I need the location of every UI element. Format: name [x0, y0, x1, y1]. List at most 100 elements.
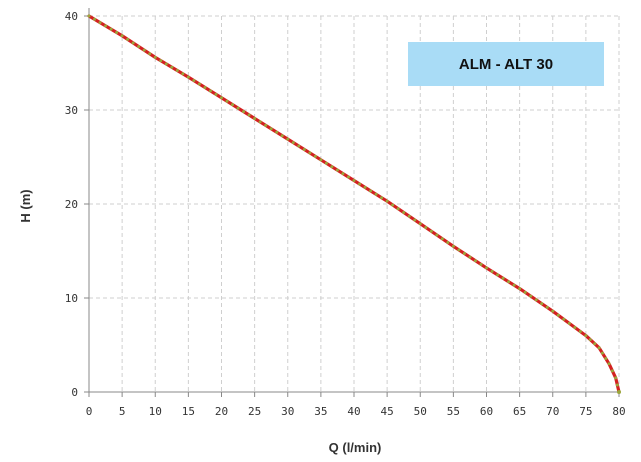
y-tick-label: 20 [65, 198, 78, 211]
series-point [236, 106, 240, 110]
series-point [518, 287, 522, 291]
series-point [87, 14, 91, 18]
series-point [545, 305, 549, 309]
series-point [131, 41, 135, 45]
series-point [269, 127, 273, 131]
series-point [109, 27, 113, 31]
series-point [181, 72, 185, 76]
series-point [584, 334, 588, 338]
x-tick-label: 25 [248, 405, 261, 418]
series-point [286, 137, 290, 141]
series-point [615, 383, 619, 387]
series-point [391, 203, 395, 207]
series-point [457, 248, 461, 252]
series-point [363, 185, 367, 189]
series-point [451, 244, 455, 248]
series-point [610, 369, 614, 373]
x-tick-label: 55 [447, 405, 460, 418]
series-point [186, 75, 190, 79]
series-point [153, 55, 157, 59]
series-point [440, 237, 444, 241]
x-tick-label: 45 [381, 405, 394, 418]
series-point [396, 207, 400, 211]
series-point [253, 116, 257, 120]
series-point [496, 273, 500, 277]
series-point [258, 120, 262, 124]
y-tick-label: 40 [65, 10, 78, 23]
series-point [402, 210, 406, 214]
series-point [418, 222, 422, 226]
series-point [501, 276, 505, 280]
series-point [462, 252, 466, 256]
series-point [588, 338, 592, 342]
series-point [137, 45, 141, 49]
series-point [346, 175, 350, 179]
series-point [597, 346, 601, 350]
series-point [115, 30, 119, 34]
series-point [335, 168, 339, 172]
x-tick-label: 35 [314, 405, 327, 418]
x-tick-label: 5 [119, 405, 126, 418]
y-tick-label: 30 [65, 104, 78, 117]
series-point [297, 144, 301, 148]
series-point [424, 226, 428, 229]
x-axis-title: Q (l/min) [329, 440, 382, 455]
x-tick-label: 60 [480, 405, 493, 418]
series-point [607, 362, 611, 366]
series-point [104, 24, 108, 28]
x-tick-label: 75 [579, 405, 592, 418]
series-point [617, 390, 621, 394]
series-point [324, 161, 328, 165]
ticks: 0 5 10 15 20 25 30 35 40 45 50 55 60 65 70 75 80 0 10 20 30 4… [65, 10, 626, 418]
series-point [407, 214, 411, 218]
series-point [203, 85, 207, 89]
series-point [490, 269, 494, 273]
x-tick-label: 80 [612, 405, 625, 418]
series-point [512, 283, 516, 287]
x-tick-label: 20 [215, 405, 228, 418]
series-point [192, 79, 196, 83]
series-point [142, 48, 146, 52]
series-point [330, 165, 334, 169]
series-point [302, 147, 306, 151]
series-point [175, 69, 179, 73]
series-point [567, 321, 571, 325]
series-point [429, 229, 433, 233]
series-point [523, 290, 527, 294]
series-point [593, 342, 597, 346]
series-point [578, 330, 582, 334]
series-point [275, 130, 279, 134]
series-point [614, 376, 618, 380]
series-point [468, 255, 472, 259]
series-point [485, 266, 488, 270]
y-tick-label: 10 [65, 292, 78, 305]
series-point [98, 21, 102, 25]
y-tick-label: 0 [71, 386, 78, 399]
series-point [120, 34, 124, 38]
series-point [280, 134, 284, 138]
series-point [313, 154, 317, 158]
series-point [446, 241, 450, 245]
series-point [148, 52, 152, 56]
series-point [413, 218, 417, 222]
series-point [369, 189, 373, 193]
series-point [214, 92, 218, 96]
series-point [604, 356, 608, 360]
series-point [242, 110, 246, 114]
series-point [164, 62, 168, 66]
series-point [341, 172, 345, 176]
series-point [385, 199, 389, 203]
legend-label: ALM - ALT 30 [458, 55, 554, 73]
legend: ALM - ALT 30 [408, 42, 604, 86]
series-point [473, 259, 477, 263]
series-point [225, 99, 229, 103]
series-point [170, 65, 174, 69]
series-point [319, 158, 323, 162]
series-point [126, 37, 130, 41]
series-point [479, 262, 483, 266]
x-tick-label: 40 [347, 405, 360, 418]
series-point [573, 325, 577, 329]
series-point [435, 233, 439, 237]
series-point [308, 151, 312, 155]
